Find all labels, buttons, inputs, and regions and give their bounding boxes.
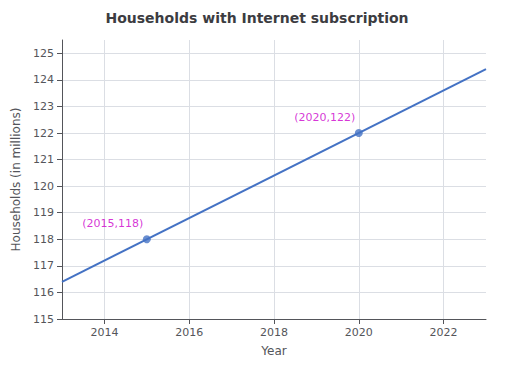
svg-text:2018: 2018 <box>260 326 288 339</box>
svg-text:2020: 2020 <box>345 326 373 339</box>
svg-text:(2020,122): (2020,122) <box>294 111 355 124</box>
svg-text:120: 120 <box>33 180 54 193</box>
svg-text:123: 123 <box>33 100 54 113</box>
svg-text:Households (in millions): Households (in millions) <box>9 108 23 252</box>
svg-text:2022: 2022 <box>430 326 458 339</box>
svg-text:117: 117 <box>33 259 54 272</box>
svg-text:115: 115 <box>33 313 54 326</box>
svg-text:116: 116 <box>33 286 54 299</box>
svg-text:125: 125 <box>33 47 54 60</box>
svg-text:Year: Year <box>260 344 286 358</box>
svg-text:(2015,118): (2015,118) <box>82 217 143 230</box>
svg-text:122: 122 <box>33 127 54 140</box>
svg-text:2014: 2014 <box>90 326 118 339</box>
svg-text:Households with Internet subsc: Households with Internet subscription <box>105 10 408 26</box>
svg-text:2016: 2016 <box>175 326 203 339</box>
svg-text:124: 124 <box>33 73 54 86</box>
svg-text:119: 119 <box>33 206 54 219</box>
svg-text:118: 118 <box>33 233 54 246</box>
svg-text:121: 121 <box>33 153 54 166</box>
